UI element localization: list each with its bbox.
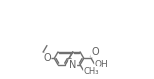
Text: CH₃: CH₃ (84, 67, 99, 76)
Text: O: O (43, 53, 51, 63)
Text: OH: OH (95, 60, 109, 69)
Text: N: N (69, 60, 76, 70)
Text: O: O (91, 47, 99, 57)
